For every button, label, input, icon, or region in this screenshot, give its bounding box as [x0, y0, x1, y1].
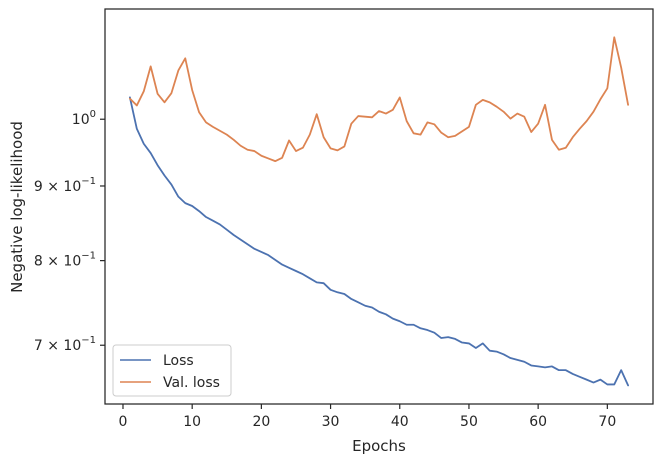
x-axis: 0 10 20 30 40 50 60 70	[119, 404, 616, 430]
x-tick-label: 40	[391, 414, 409, 430]
x-tick-label: 70	[598, 414, 616, 430]
y-tick-label: 7 × 10−1	[34, 335, 96, 354]
legend: Loss Val. loss	[112, 344, 232, 397]
x-axis-label: Epochs	[352, 437, 406, 455]
legend-box	[112, 344, 232, 397]
y-axis-label: Negative log-likelihood	[8, 121, 26, 293]
x-tick-label: 20	[252, 414, 270, 430]
x-tick-label: 0	[119, 414, 128, 430]
y-tick-label: 100	[72, 109, 96, 128]
y-tick-label: 9 × 10−1	[34, 176, 96, 195]
plot-frame	[104, 8, 654, 405]
series-line-val-loss	[129, 36, 629, 163]
plot-background	[105, 9, 653, 404]
x-tick-label: 10	[183, 414, 201, 430]
legend-label-loss: Loss	[163, 353, 194, 369]
series-line-loss	[129, 96, 629, 387]
x-tick-label: 60	[529, 414, 547, 430]
x-tick-label: 30	[322, 414, 340, 430]
series-layer	[129, 36, 629, 387]
x-tick-label: 50	[460, 414, 478, 430]
legend-label-val-loss: Val. loss	[163, 375, 220, 391]
y-axis: 100 9 × 10−1 8 × 10−1 7 × 10−1	[34, 109, 105, 354]
y-tick-label: 8 × 10−1	[34, 251, 96, 270]
